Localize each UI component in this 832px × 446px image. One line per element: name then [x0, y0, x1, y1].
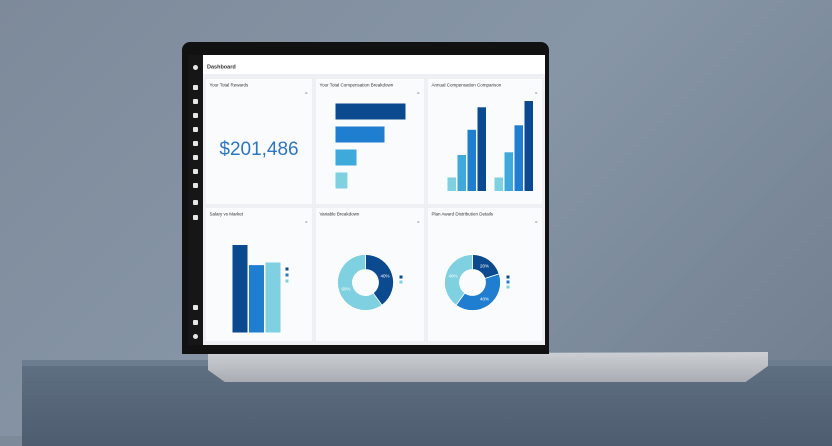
bell-icon[interactable] — [193, 305, 198, 310]
page-title: Dashboard — [207, 64, 236, 70]
donut-slice — [444, 254, 473, 306]
user-icon[interactable] — [193, 320, 198, 325]
bar — [232, 245, 248, 333]
plan-award-chart: 20% 40% 40% — [444, 254, 510, 311]
card-title: Your Total Compensation Breakdown — [319, 82, 394, 88]
legend-swatch — [399, 280, 403, 284]
legend-swatch — [506, 285, 510, 289]
help-icon[interactable] — [193, 334, 198, 339]
donut-slice — [337, 254, 383, 311]
header: Dashboard — [203, 55, 545, 75]
card-plan-award: Plan Award Distribution Details ≡ 20% 40%… — [427, 207, 543, 342]
logo-icon — [193, 65, 198, 70]
card-variable: Variable Breakdown ≡ 40% 60% — [315, 207, 425, 342]
card-title: Plan Award Distribution Details — [431, 211, 493, 217]
bar — [335, 103, 406, 120]
laptop-base — [208, 352, 768, 382]
legend-swatch — [506, 280, 510, 284]
bar — [249, 265, 264, 333]
slice-label: 40% — [380, 274, 389, 279]
slice-label: 40% — [480, 297, 489, 302]
laptop-screen: Dashboard Your Total Rewards ≡ $201,486 … — [188, 55, 545, 345]
legend-swatch — [506, 275, 510, 279]
bar — [494, 177, 503, 191]
card-annual: Annual Compensation Comparison ≡ — [427, 78, 543, 205]
menu-icon[interactable]: ≡ — [534, 219, 538, 225]
legend-swatch — [285, 279, 289, 283]
donut-slice — [365, 254, 394, 306]
menu-icon[interactable]: ≡ — [534, 90, 538, 96]
bar — [335, 149, 357, 166]
bar — [524, 101, 533, 191]
menu-icon[interactable]: ≡ — [304, 90, 308, 96]
document-icon[interactable] — [193, 113, 198, 118]
bar — [335, 126, 385, 143]
menu-icon[interactable]: ≡ — [416, 90, 420, 96]
legend-swatch — [285, 273, 289, 277]
bar — [504, 152, 513, 191]
bar — [265, 262, 281, 333]
file-icon[interactable] — [193, 127, 198, 132]
bar — [447, 177, 456, 191]
bar — [457, 155, 466, 191]
card-title: Your Total Rewards — [209, 82, 249, 88]
slice-label: 40% — [448, 274, 457, 279]
annual-chart — [447, 101, 533, 191]
chart-icon[interactable] — [193, 155, 198, 160]
grid-icon[interactable] — [193, 215, 198, 220]
bar — [514, 125, 523, 191]
calendar-icon[interactable] — [193, 141, 198, 146]
bar — [335, 172, 348, 189]
menu-icon[interactable]: ≡ — [416, 219, 420, 225]
variable-chart: 40% 60% — [337, 254, 403, 311]
donut-slice — [455, 273, 501, 311]
legend-swatch — [399, 275, 403, 279]
card-title: Variable Breakdown — [319, 211, 360, 217]
bar — [477, 107, 486, 191]
nav-icon[interactable] — [193, 99, 198, 104]
legend-swatch — [285, 267, 289, 271]
breakdown-chart — [335, 103, 406, 189]
slice-label: 60% — [341, 286, 350, 291]
salary-market-chart — [232, 245, 289, 333]
settings-icon[interactable] — [193, 183, 198, 188]
card-breakdown: Your Total Compensation Breakdown ≡ — [315, 78, 425, 205]
card-title: Salary vs Market — [209, 211, 244, 217]
sidebar — [188, 55, 203, 345]
home-icon[interactable] — [193, 85, 198, 90]
card-salary-market: Salary vs Market ≡ — [205, 207, 313, 342]
menu-icon[interactable]: ≡ — [304, 219, 308, 225]
total-rewards-value: $201,486 — [219, 138, 299, 160]
list-icon[interactable] — [193, 169, 198, 174]
card-title: Annual Compensation Comparison — [431, 82, 502, 88]
report-icon[interactable] — [193, 200, 198, 205]
slice-label: 20% — [480, 263, 489, 268]
card-total-rewards: Your Total Rewards ≡ $201,486 — [205, 78, 313, 205]
bar — [467, 129, 476, 191]
